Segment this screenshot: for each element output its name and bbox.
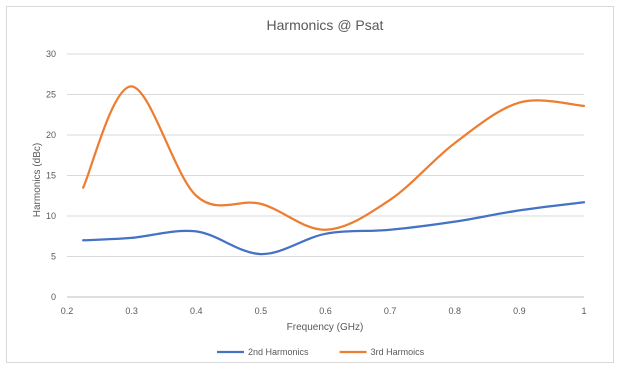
gridlines [67, 53, 584, 257]
x-tick-label: 0.2 [61, 306, 74, 316]
y-tick-label: 0 [51, 292, 56, 302]
x-tick-label: 1 [581, 306, 586, 316]
x-tick-label: 0.4 [190, 306, 203, 316]
x-axis-ticks: 0.2 0.3 0.4 0.5 0.6 0.7 0.8 0.9 1 [61, 306, 587, 316]
y-tick-label: 20 [46, 130, 56, 140]
series-line-2 [82, 85, 586, 231]
chart-area [6, 6, 614, 363]
y-tick-label: 30 [46, 49, 56, 59]
series-line-1 [82, 201, 586, 256]
y-tick-label: 25 [46, 90, 56, 100]
y-tick-label: 5 [51, 252, 56, 262]
y-axis-ticks: 0 5 10 15 20 25 30 [46, 49, 56, 302]
x-tick-label: 0.9 [513, 306, 526, 316]
chart-title: Harmonics @ Psat [267, 17, 384, 33]
y-tick-label: 15 [46, 171, 56, 181]
plot-series [82, 85, 586, 256]
legend: 2nd Harmonics 3rd Harmoics [217, 347, 425, 357]
legend-label: 3rd Harmoics [371, 347, 425, 357]
x-tick-label: 0.6 [319, 306, 332, 316]
x-tick-label: 0.5 [255, 306, 268, 316]
x-tick-label: 0.7 [384, 306, 397, 316]
y-axis-title: Harmonics (dBc) [32, 143, 43, 217]
legend-label: 2nd Harmonics [248, 347, 309, 357]
x-tick-label: 0.8 [448, 306, 461, 316]
x-tick-label: 0.3 [125, 306, 138, 316]
x-axis-title: Frequency (GHz) [287, 322, 364, 333]
y-tick-label: 10 [46, 211, 56, 221]
